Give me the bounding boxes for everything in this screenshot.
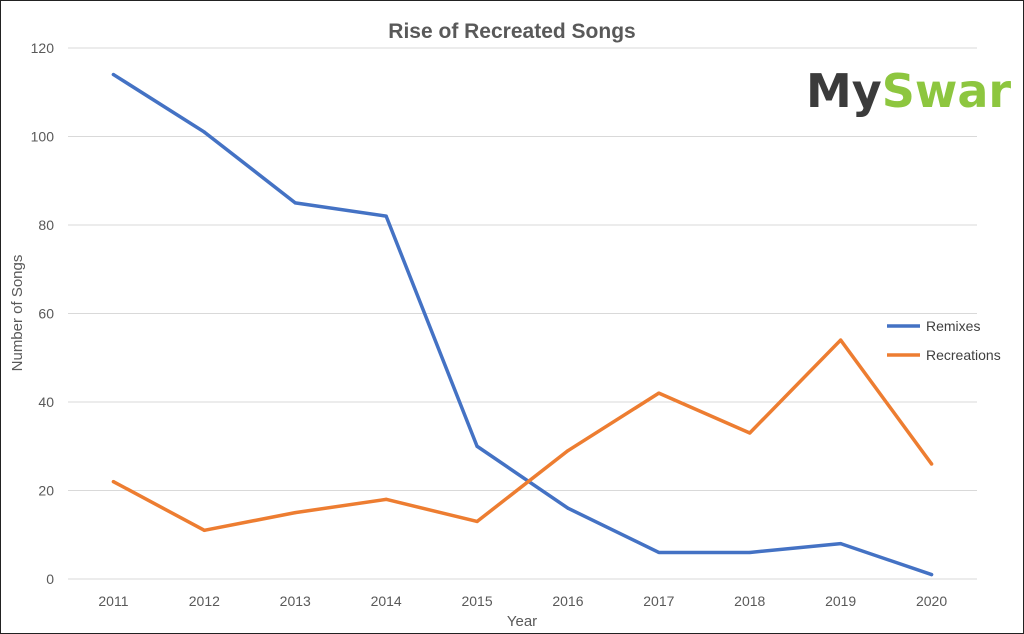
data-point-remixes [566,506,570,510]
data-point-remixes [293,201,297,205]
x-tick-label: 2019 [825,593,856,609]
y-tick-label: 60 [38,306,54,322]
series-lines [111,72,934,577]
logo-part-my: My [806,64,882,118]
legend: Remixes Recreations [887,318,1001,363]
x-tick-label: 2017 [643,593,674,609]
data-point-recreations [293,511,297,515]
data-point-recreations [202,528,206,532]
data-point-recreations [566,449,570,453]
x-tick-label: 2016 [552,593,583,609]
data-point-recreations [839,338,843,342]
data-point-recreations [657,391,661,395]
data-point-remixes [748,550,752,555]
x-axis-ticks: 2011 2012 2013 2014 2015 2016 2017 2018 2019 2020 [98,593,947,609]
y-tick-label: 0 [46,571,54,587]
x-tick-label: 2014 [371,593,402,609]
x-tick-label: 2013 [280,593,311,609]
data-point-remixes [839,542,843,546]
logo-part-swar: Swar [882,64,1012,118]
y-tick-label: 40 [38,394,54,410]
y-tick-label: 120 [31,40,55,56]
legend-label-recreations: Recreations [926,347,1001,363]
x-tick-label: 2015 [461,593,492,609]
data-point-remixes [657,550,661,555]
logo-wordmark: MySwar [806,64,1011,118]
data-point-recreations [111,480,116,484]
gridlines [68,47,977,580]
series-line-remixes [111,72,934,577]
x-tick-label: 2012 [189,593,220,609]
data-point-recreations [475,519,479,524]
y-axis-label: Number of Songs [9,255,26,372]
x-tick-label: 2020 [916,593,947,609]
legend-label-remixes: Remixes [926,318,980,334]
data-point-remixes [111,72,116,77]
data-point-remixes [384,214,388,218]
chart-title: Rise of Recreated Songs [388,20,635,43]
series-line-recreations [111,338,934,533]
x-tick-label: 2011 [98,593,128,609]
data-point-recreations [929,462,934,466]
data-point-remixes [202,130,206,134]
data-point-recreations [748,431,752,435]
x-axis-label: Year [507,613,537,630]
y-tick-label: 20 [38,483,54,499]
data-point-remixes [475,444,479,448]
data-point-remixes [929,572,934,577]
y-axis-ticks: 0 20 40 60 80 100 120 [31,40,55,587]
data-point-recreations [384,497,388,501]
y-tick-label: 100 [31,129,55,145]
myswar-logo: MySwar [806,64,1011,118]
y-tick-label: 80 [38,217,54,233]
x-tick-label: 2018 [734,593,765,609]
